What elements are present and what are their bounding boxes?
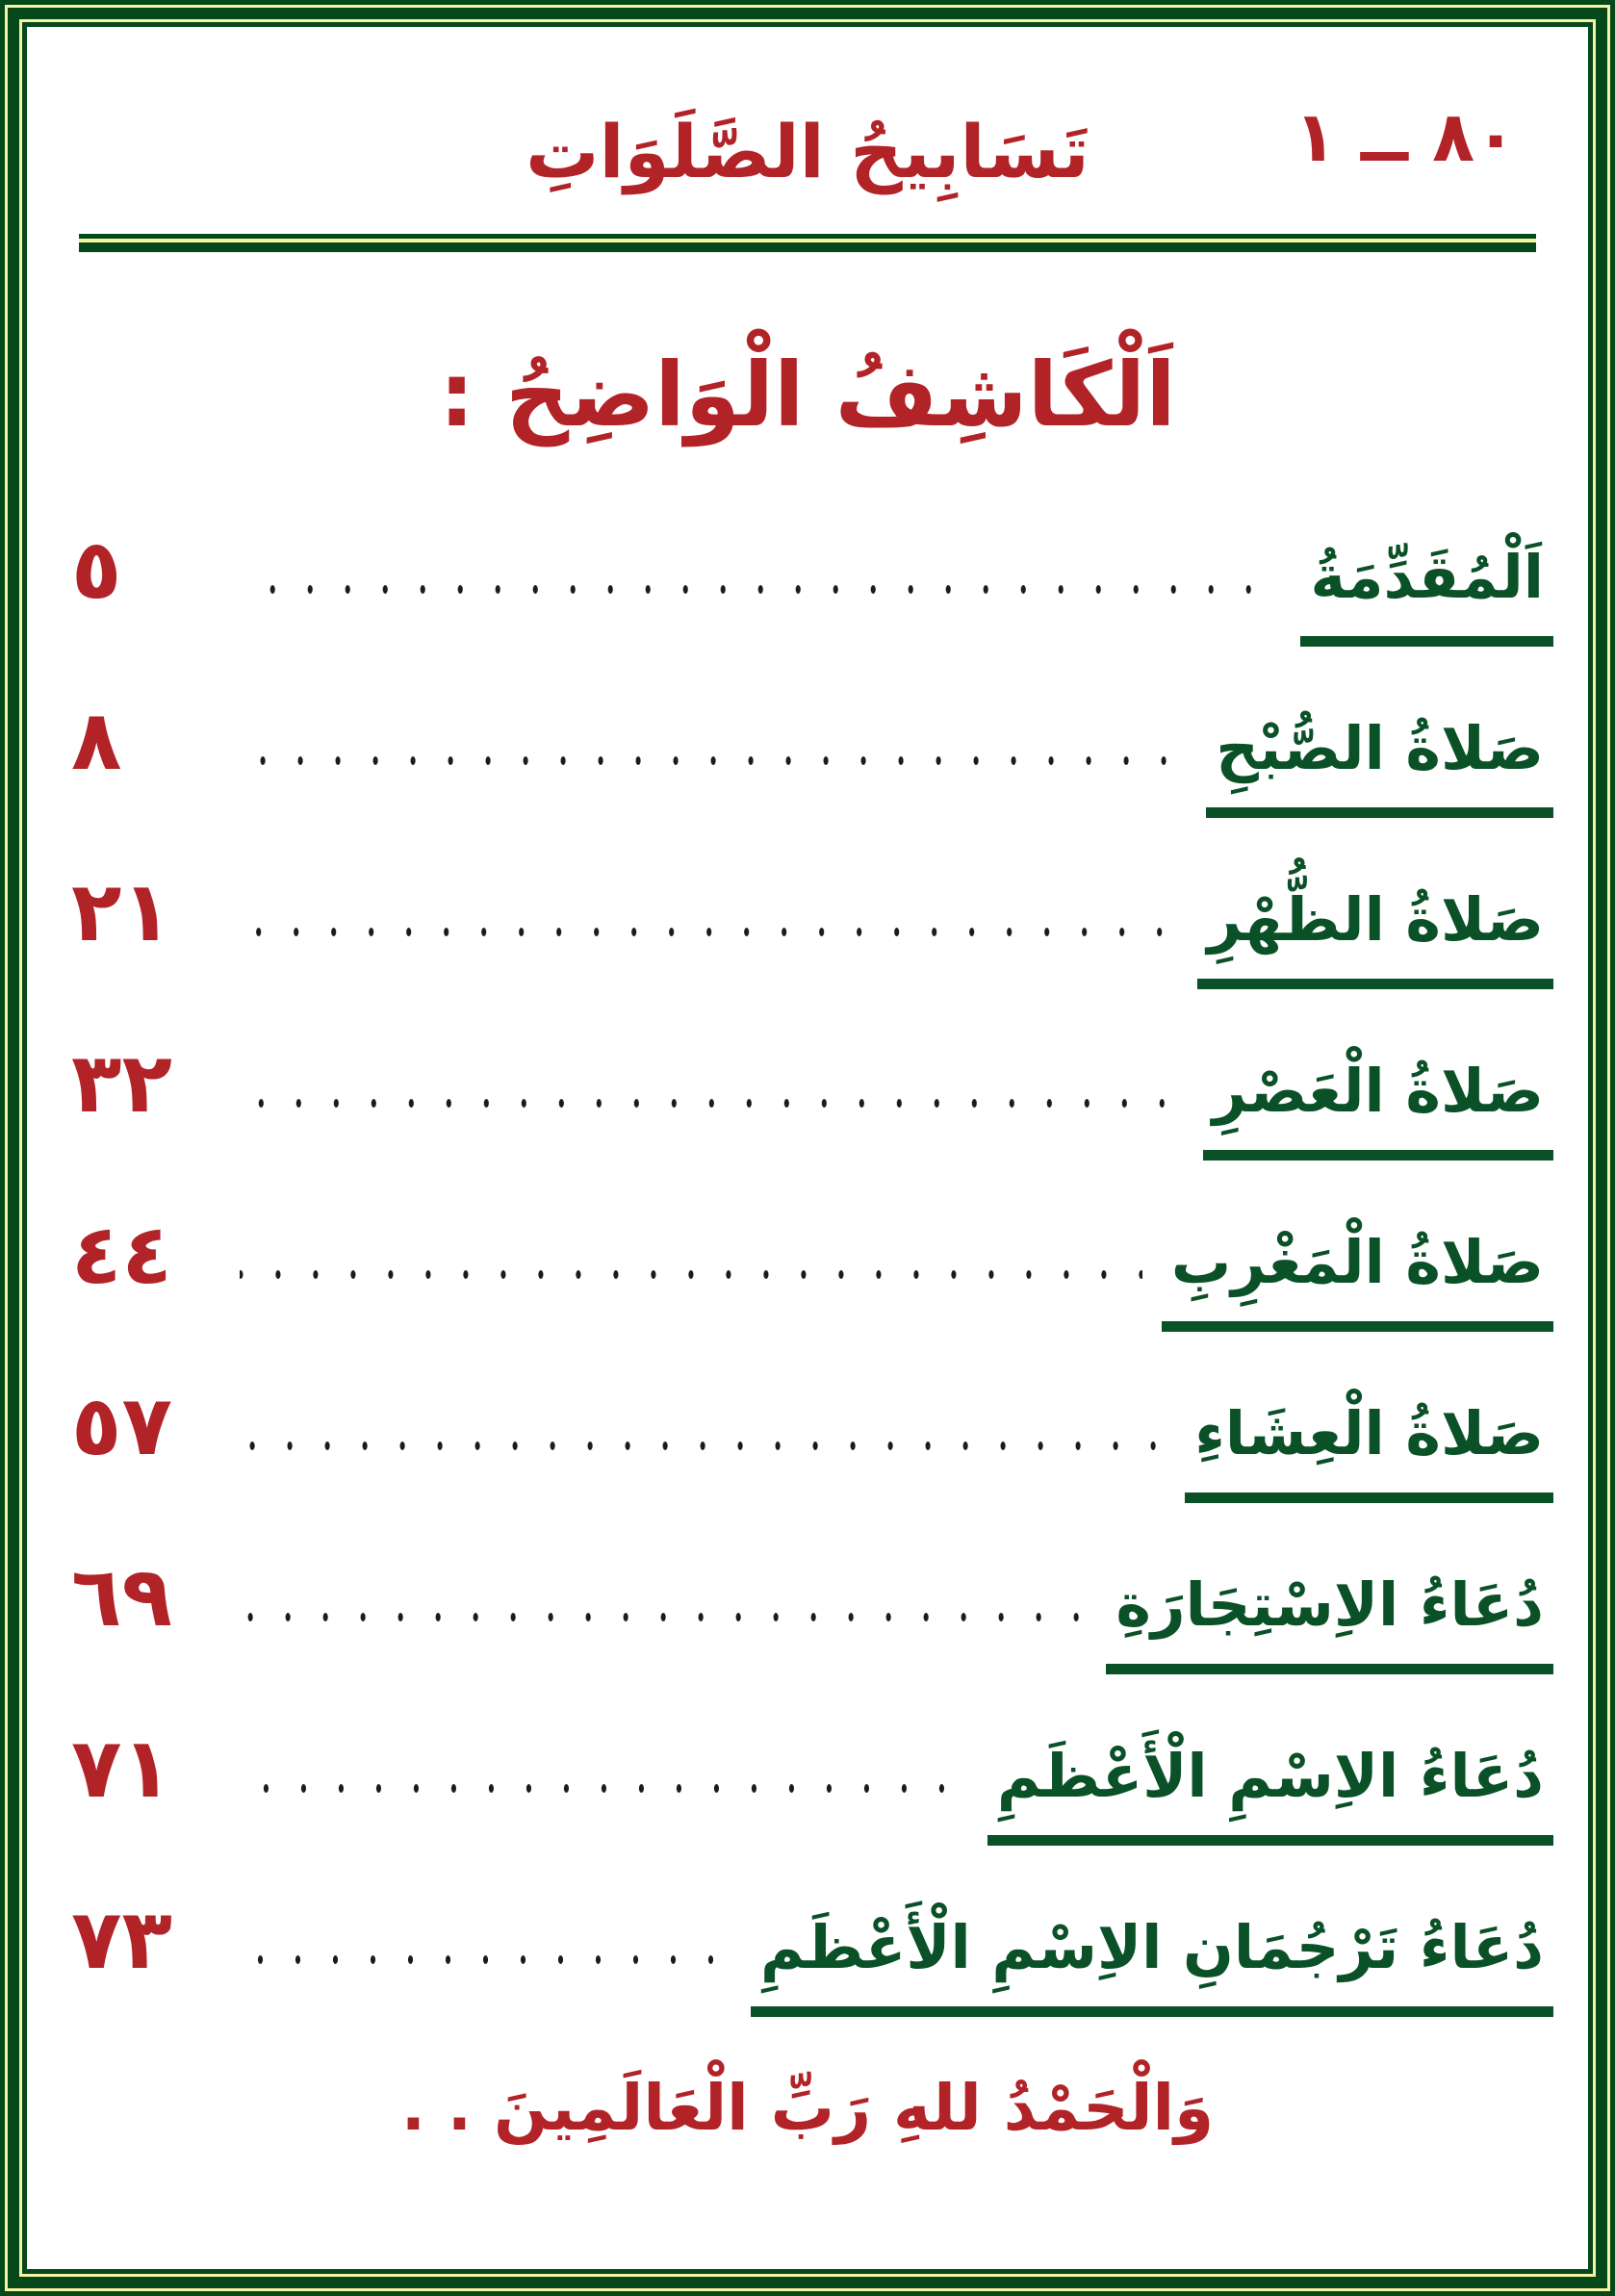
toc-entry-title-text: دُعَاءُ تَرْجُمَانِ الاِسْمِ الْأَعْظَمِ xyxy=(760,1912,1544,1983)
toc-page-number: ٥ xyxy=(71,522,122,619)
toc-page-number: ٧١ xyxy=(71,1721,172,1818)
dotted-leader xyxy=(240,1095,1184,1112)
toc-row: صَلاةُ الصُّبْحِ ٨ xyxy=(71,687,1553,819)
toc-entry-title: دُعَاءُ الاِسْمِ الْأَعْظَمِ xyxy=(987,1722,1554,1847)
page-header: تَسَابِيحُ الصَّلَوَاتِ ٨٠ ــ ١ xyxy=(71,27,1544,234)
toc-entry-title: صَلاةُ الْعِشَاءِ xyxy=(1185,1380,1553,1504)
toc-page-number: ٨ xyxy=(71,693,122,790)
dotted-leader xyxy=(240,581,1282,599)
toc-page-number: ٤٤ xyxy=(71,1207,172,1304)
dotted-leader xyxy=(240,1438,1166,1455)
dotted-leader xyxy=(240,1952,731,1969)
page-content: تَسَابِيحُ الصَّلَوَاتِ ٨٠ ــ ١ اَلْكَاش… xyxy=(27,27,1588,2269)
toc-entry-title: صَلاةُ الظُّهْرِ xyxy=(1197,866,1553,990)
toc-entry-title: دُعَاءُ تَرْجُمَانِ الاِسْمِ الْأَعْظَمِ xyxy=(751,1894,1553,2018)
toc-page-number: ٢١ xyxy=(71,864,172,961)
dotted-leader xyxy=(240,1609,1088,1626)
toc-entry-title: دُعَاءُ الاِسْتِجَارَةِ xyxy=(1106,1551,1553,1675)
dotted-leader xyxy=(240,753,1188,770)
header-divider xyxy=(79,234,1536,252)
dotted-leader xyxy=(240,1266,1142,1284)
toc-entry-title-text: صَلاةُ الْعَصْرِ xyxy=(1212,1056,1544,1127)
toc-entry-title: صَلاةُ الْعَصْرِ xyxy=(1202,1037,1554,1161)
toc-entry-title-text: دُعَاءُ الاِسْتِجَارَةِ xyxy=(1115,1569,1544,1641)
toc-page-number: ٦٩ xyxy=(71,1549,172,1646)
toc-entry-title-text: صَلاةُ الصُّبْحِ xyxy=(1216,713,1544,784)
toc-entry-title-text: صَلاةُ الْمَغْرِبِ xyxy=(1170,1227,1544,1298)
toc-row: دُعَاءُ تَرْجُمَانِ الاِسْمِ الْأَعْظَمِ… xyxy=(71,1886,1553,2018)
toc-row: صَلاةُ الْعِشَاءِ ٥٧ xyxy=(71,1372,1553,1504)
toc-row: دُعَاءُ الاِسْمِ الْأَعْظَمِ ٧١ xyxy=(71,1715,1554,1847)
toc-row: صَلاةُ الظُّهْرِ ٢١ xyxy=(71,858,1553,990)
toc-page-number: ٧٣ xyxy=(71,1892,172,1989)
book-title: تَسَابِيحُ الصَّلَوَاتِ xyxy=(526,109,1089,194)
toc-row: اَلْمُقَدِّمَةُ ٥ xyxy=(71,516,1553,648)
toc-entry-title: اَلْمُقَدِّمَةُ xyxy=(1300,523,1553,648)
toc-page-number: ٣٢ xyxy=(71,1035,172,1133)
toc-row: دُعَاءُ الاِسْتِجَارَةِ ٦٩ xyxy=(71,1543,1553,1675)
closing-hamdala-text: وَالْحَمْدُ للهِ رَبِّ الْعَالَمِينَ . . xyxy=(400,2071,1215,2146)
toc-entry-title-text: صَلاةُ الْعِشَاءِ xyxy=(1194,1398,1544,1469)
toc-entry-title-text: اَلْمُقَدِّمَةُ xyxy=(1310,542,1544,613)
toc-row: صَلاةُ الْعَصْرِ ٣٢ xyxy=(71,1030,1554,1161)
toc-entry-title-text: دُعَاءُ الاِسْمِ الْأَعْظَمِ xyxy=(996,1741,1544,1812)
toc-page-number: ٥٧ xyxy=(71,1378,172,1475)
index-title: اَلْكَاشِفُ الْوَاضِحُ : xyxy=(439,344,1176,446)
page-number-range: ٨٠ ــ ١ xyxy=(1294,96,1517,177)
toc-entry-title: صَلاةُ الصُّبْحِ xyxy=(1206,695,1553,819)
toc-list: اَلْمُقَدِّمَةُ ٥ صَلاةُ الصُّبْحِ ٨ صَل… xyxy=(71,516,1554,2018)
toc-entry-title-text: صَلاةُ الظُّهْرِ xyxy=(1207,884,1544,956)
dotted-leader xyxy=(240,1780,968,1798)
toc-entry-title: صَلاةُ الْمَغْرِبِ xyxy=(1161,1209,1554,1333)
dotted-leader xyxy=(240,924,1179,941)
toc-row: صَلاةُ الْمَغْرِبِ ٤٤ xyxy=(71,1201,1554,1333)
